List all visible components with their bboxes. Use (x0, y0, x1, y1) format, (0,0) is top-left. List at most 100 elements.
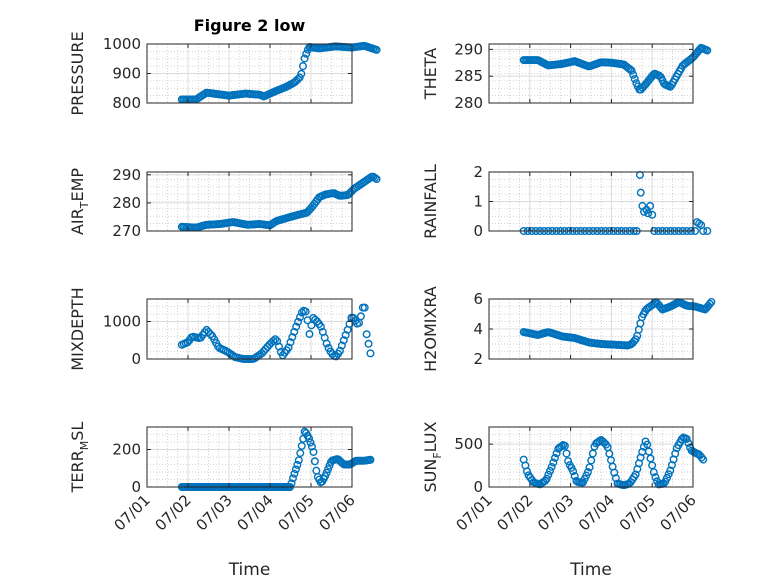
x-tick-label: 07/01 (111, 491, 154, 534)
minor-grid (489, 172, 693, 231)
axes-box (146, 426, 353, 488)
data-point (583, 468, 592, 477)
data-point (295, 73, 304, 82)
data-point (699, 455, 708, 464)
data-point (695, 219, 704, 228)
data-point (300, 54, 309, 63)
y-tick-label: 280 (454, 94, 483, 112)
data-point (661, 477, 670, 486)
data-point (324, 465, 333, 474)
data-point (290, 469, 299, 478)
y-tick-label: 2 (473, 350, 483, 368)
y-axis-label: TERRMSL (68, 422, 91, 494)
data-point (297, 308, 306, 317)
x-axis-label: Time (228, 560, 271, 580)
minor-grid (489, 427, 693, 487)
data-point (705, 299, 714, 308)
data-point (309, 447, 318, 456)
data-point (631, 470, 640, 479)
y-tick-label: 0 (131, 350, 141, 368)
x-tick-label: 07/02 (493, 491, 536, 534)
data-point (316, 322, 325, 331)
data-point (549, 458, 558, 467)
data-point (611, 474, 620, 483)
data-point (569, 467, 578, 476)
data-point (703, 46, 712, 55)
data-point (372, 45, 381, 54)
data-point (288, 474, 297, 483)
data-point (627, 66, 636, 75)
data-point (183, 338, 192, 347)
y-tick-label: 0 (131, 478, 141, 496)
x-tick-label: 07/05 (616, 491, 659, 534)
y-axis-label: AIRTEMP (68, 168, 91, 235)
y-tick-label: 1000 (103, 313, 141, 331)
data-point (292, 322, 301, 331)
x-tick-label: 07/03 (193, 491, 236, 534)
data-point (295, 313, 304, 322)
figure-title: Figure 2 low (194, 16, 306, 35)
data-point (636, 188, 645, 197)
panel-pressure: 800 900 1000 PRESSURE Figure 2 low (68, 16, 381, 116)
data-point (547, 462, 556, 471)
data-series (177, 41, 381, 104)
data-point (302, 49, 311, 58)
data-point (629, 70, 638, 79)
x-tick-label: 07/01 (453, 491, 496, 534)
y-tick-label: 290 (112, 166, 141, 184)
axes-box (488, 43, 694, 104)
data-point (310, 457, 319, 466)
data-point (542, 474, 551, 483)
data-point (648, 210, 657, 219)
panel-sun-flux: 0 500 SUNFLUX 07/0107/0207/0307/0407/0507/0… (421, 421, 708, 580)
data-point (356, 312, 365, 321)
data-point (664, 470, 673, 479)
data-point (562, 449, 571, 458)
data-point (552, 449, 561, 458)
data-point (644, 209, 653, 218)
data-point (703, 226, 712, 235)
y-axis-label: SUNFLUX (421, 421, 444, 492)
x-tick-label: 07/06 (657, 491, 700, 534)
data-point (662, 473, 671, 482)
panel-theta: 280 285 290 THETA (421, 40, 712, 112)
data-point (297, 69, 306, 78)
y-tick-label: 0 (473, 478, 483, 496)
data-point (288, 333, 297, 342)
data-point (682, 434, 691, 443)
data-point (372, 175, 381, 184)
data-point (206, 330, 215, 339)
data-point (550, 453, 559, 462)
data-point (298, 62, 307, 71)
data-point (307, 442, 316, 451)
data-point (269, 336, 278, 345)
x-tick-label: 07/04 (575, 491, 618, 534)
y-tick-label: 290 (454, 40, 483, 58)
x-tick-label: 07/03 (534, 491, 577, 534)
data-point (301, 307, 310, 316)
minor-grid (489, 44, 693, 103)
data-point (291, 465, 300, 474)
y-tick-label: 280 (112, 194, 141, 212)
data-point (544, 470, 553, 479)
data-series (519, 433, 708, 490)
data-point (297, 441, 306, 450)
data-point (284, 343, 293, 352)
data-point (364, 339, 373, 348)
data-point (630, 74, 639, 83)
y-axis-label: RAINFALL (421, 164, 440, 239)
x-tick-label: 07/05 (275, 491, 318, 534)
panel-mixdepth: 0 1000 MIXDEPTH (68, 287, 375, 371)
data-point (305, 434, 314, 443)
data-point (296, 449, 305, 458)
y-tick-label: 0 (473, 222, 483, 240)
data-point (564, 457, 573, 466)
data-point (339, 336, 348, 345)
data-point (651, 473, 660, 482)
data-point (671, 449, 680, 458)
data-point (366, 455, 375, 464)
axes-box (146, 171, 353, 232)
data-point (366, 349, 375, 358)
data-point (699, 226, 708, 235)
data-point (294, 317, 303, 326)
